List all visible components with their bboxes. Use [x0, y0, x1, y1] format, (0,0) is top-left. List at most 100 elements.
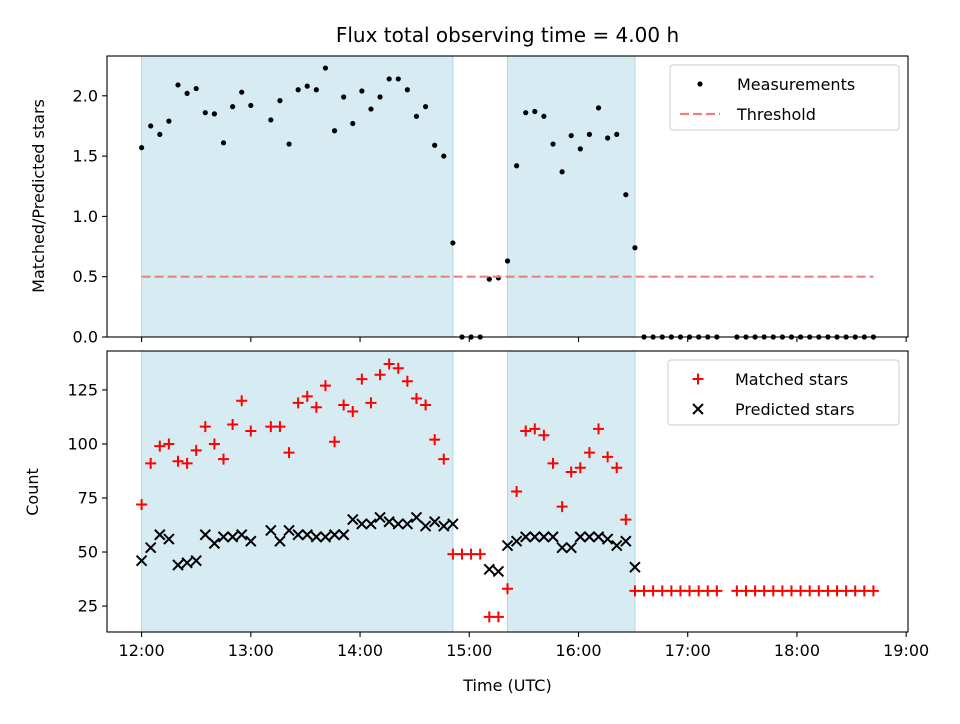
data-point: [538, 429, 550, 441]
data-point: [365, 518, 377, 530]
data-point: [538, 531, 550, 543]
data-point: [419, 520, 432, 532]
data-point: [310, 401, 322, 413]
data-point: [337, 529, 350, 541]
data-point: [154, 440, 166, 452]
data-point: [392, 362, 404, 374]
y-tick-label: 75: [78, 488, 98, 507]
data-point: [319, 380, 331, 392]
data-point: [157, 131, 163, 137]
data-point: [313, 87, 319, 93]
data-point: [511, 486, 523, 497]
data-point: [295, 87, 301, 93]
data-point: [401, 375, 413, 387]
data-point: [274, 535, 286, 547]
top-panel: 0.0 0.5 1.0 1.5 2.0 Measurements Threshold: [73, 55, 909, 347]
data-point: [202, 110, 208, 116]
data-point: [329, 436, 341, 448]
data-point: [245, 535, 257, 547]
data-point: [331, 128, 338, 134]
data-point: [432, 142, 438, 148]
data-point: [265, 524, 277, 537]
data-point: [145, 457, 157, 469]
data-point: [274, 421, 286, 433]
data-point: [175, 82, 181, 88]
data-point: [386, 76, 392, 82]
data-point: [502, 583, 513, 595]
data-point: [190, 444, 202, 456]
data-point: [611, 462, 623, 474]
data-point: [283, 447, 295, 459]
y-tick-label: 0.5: [73, 267, 98, 286]
data-point: [565, 466, 577, 478]
x-tick-label: 19:00: [883, 641, 929, 660]
data-point: [365, 397, 377, 409]
data-point: [268, 117, 274, 123]
data-point: [428, 516, 441, 528]
legend-label: Measurements: [737, 75, 855, 94]
data-point: [377, 94, 383, 100]
data-point: [514, 163, 520, 169]
top-y-axis-label: Matched/Predicted stars: [29, 99, 48, 293]
data-point: [304, 83, 310, 89]
data-point: [492, 565, 505, 578]
data-point: [556, 501, 568, 513]
data-point: [483, 563, 496, 576]
data-point: [529, 423, 541, 435]
observing-window-0: [141, 350, 454, 633]
data-point: [199, 529, 212, 541]
data-point: [501, 539, 514, 552]
data-point: [319, 531, 332, 543]
x-tick-label: 17:00: [665, 641, 711, 660]
data-point: [310, 531, 323, 543]
data-point: [135, 554, 148, 567]
y-tick-label: 100: [67, 434, 98, 453]
data-point: [368, 106, 374, 112]
data-point: [583, 447, 595, 459]
data-point: [623, 192, 629, 198]
data-point: [374, 511, 386, 524]
data-point: [592, 531, 605, 543]
data-point: [190, 554, 202, 567]
data-point: [492, 611, 504, 623]
data-point: [629, 561, 641, 573]
y-tick-label: 1.0: [73, 207, 98, 226]
data-point: [163, 438, 175, 450]
data-point: [568, 132, 574, 139]
x-tick-label: 18:00: [774, 641, 820, 660]
data-point: [550, 141, 556, 147]
data-point: [277, 98, 283, 104]
data-point: [474, 548, 486, 560]
x-tick-label: 16:00: [555, 641, 601, 660]
data-point: [577, 146, 583, 152]
y-tick-label: 0.0: [73, 328, 98, 347]
data-point: [422, 104, 429, 110]
data-point: [632, 245, 638, 251]
data-point: [359, 88, 365, 94]
y-tick-label: 50: [78, 543, 98, 562]
data-point: [410, 393, 422, 405]
x-tick-label: 15:00: [446, 641, 492, 660]
data-point: [347, 513, 359, 526]
data-point: [420, 399, 432, 411]
data-point: [395, 76, 401, 82]
data-point: [559, 169, 565, 175]
legend-marker: [692, 403, 704, 415]
legend-label: Threshold: [736, 105, 816, 124]
data-point: [218, 453, 230, 465]
legend-marker: [697, 81, 703, 87]
data-point: [574, 462, 586, 474]
data-point: [602, 451, 614, 463]
data-point: [220, 140, 227, 146]
legend-marker: [692, 373, 704, 385]
data-point: [556, 541, 568, 554]
chart-title: Flux total observing time = 4.00 h: [336, 23, 679, 47]
data-point: [283, 524, 295, 537]
data-point: [138, 145, 145, 151]
data-point: [601, 533, 614, 545]
data-point: [181, 557, 193, 569]
data-point: [523, 110, 529, 116]
data-point: [166, 118, 172, 124]
